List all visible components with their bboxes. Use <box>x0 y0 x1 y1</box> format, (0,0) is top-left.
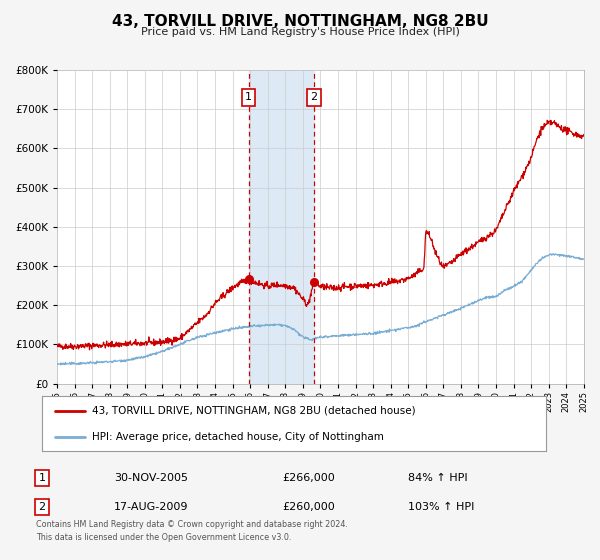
Text: 2: 2 <box>310 92 317 102</box>
Bar <box>249 70 314 384</box>
Text: 43, TORVILL DRIVE, NOTTINGHAM, NG8 2BU: 43, TORVILL DRIVE, NOTTINGHAM, NG8 2BU <box>112 14 488 29</box>
Text: HPI: Average price, detached house, City of Nottingham: HPI: Average price, detached house, City… <box>92 432 384 441</box>
Text: 1: 1 <box>38 473 46 483</box>
Text: £266,000: £266,000 <box>282 473 335 483</box>
Text: 43, TORVILL DRIVE, NOTTINGHAM, NG8 2BU (detached house): 43, TORVILL DRIVE, NOTTINGHAM, NG8 2BU (… <box>92 406 416 416</box>
Text: Price paid vs. HM Land Registry's House Price Index (HPI): Price paid vs. HM Land Registry's House … <box>140 27 460 37</box>
Text: 30-NOV-2005: 30-NOV-2005 <box>114 473 188 483</box>
Text: 1: 1 <box>245 92 252 102</box>
Text: 84% ↑ HPI: 84% ↑ HPI <box>408 473 467 483</box>
Text: This data is licensed under the Open Government Licence v3.0.: This data is licensed under the Open Gov… <box>36 533 292 542</box>
Text: £260,000: £260,000 <box>282 502 335 512</box>
Text: 103% ↑ HPI: 103% ↑ HPI <box>408 502 475 512</box>
Text: 2: 2 <box>38 502 46 512</box>
Text: 17-AUG-2009: 17-AUG-2009 <box>114 502 188 512</box>
Text: Contains HM Land Registry data © Crown copyright and database right 2024.: Contains HM Land Registry data © Crown c… <box>36 520 348 529</box>
